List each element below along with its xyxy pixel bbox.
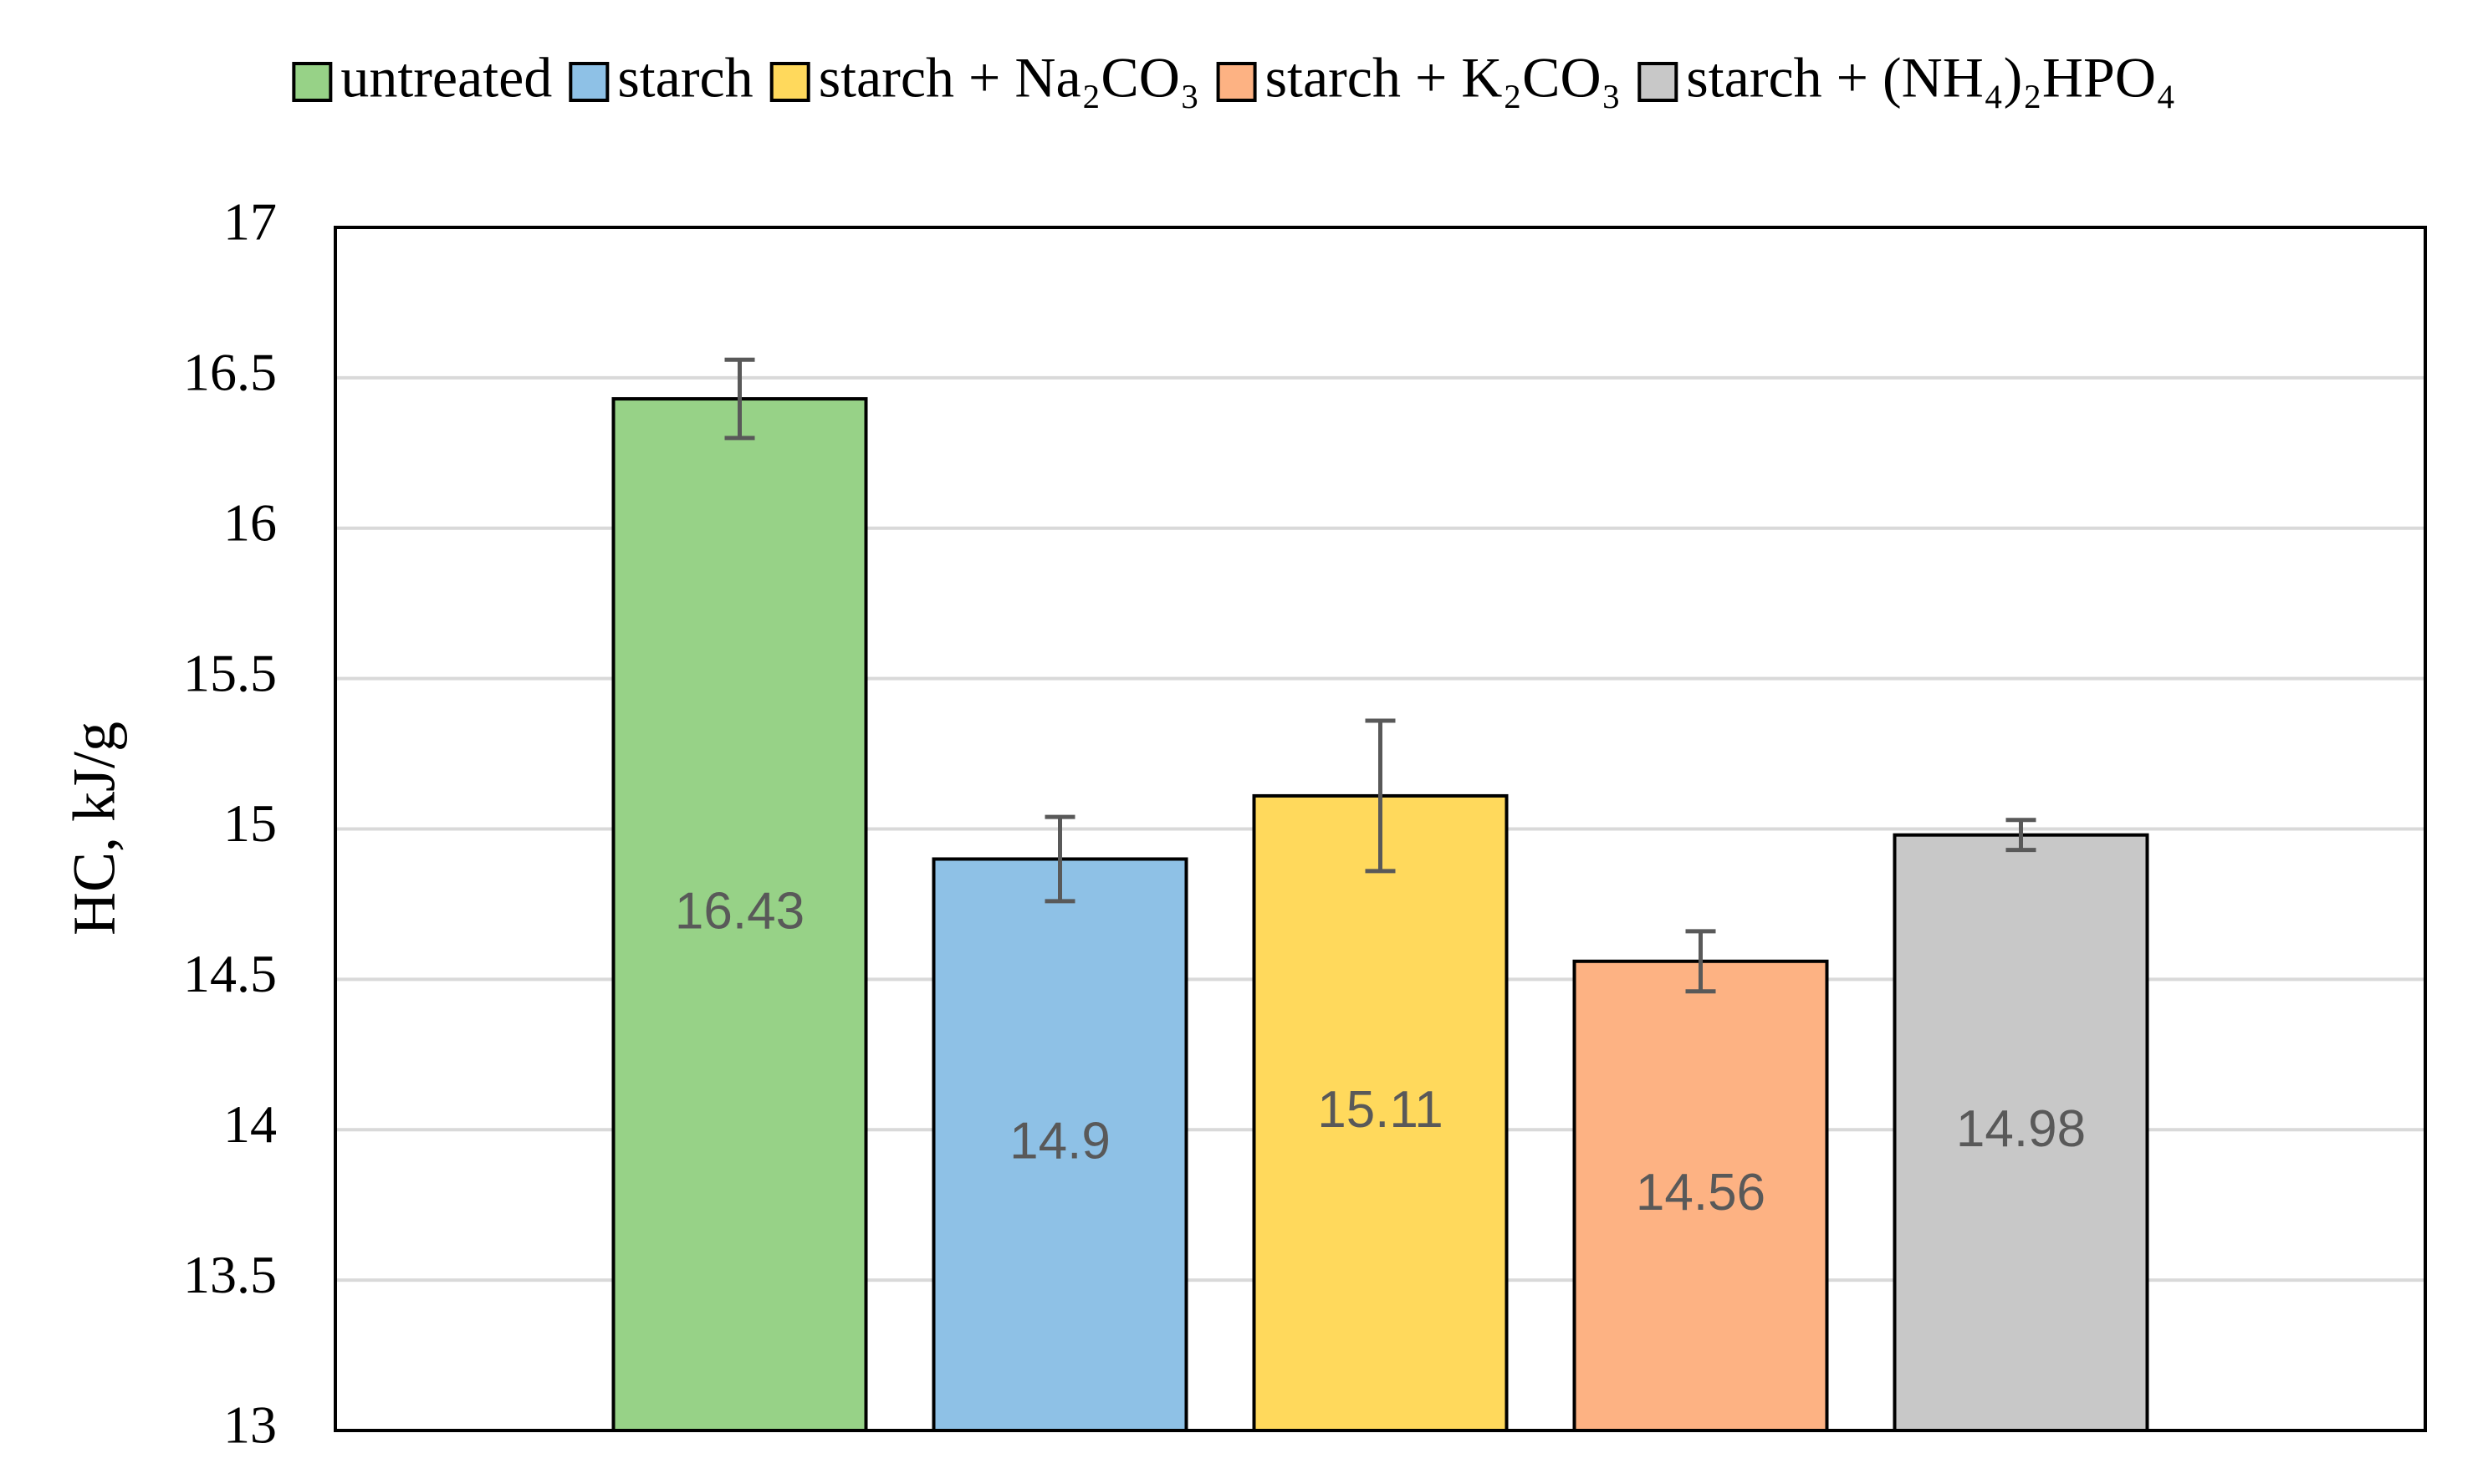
- y-tick-label: 13: [223, 1395, 277, 1455]
- plot-frame: [334, 226, 2427, 1432]
- data-label: 16.43: [675, 882, 805, 940]
- error-bar: [1365, 718, 1396, 874]
- y-tick-label: 14: [223, 1094, 277, 1154]
- legend-swatch: [292, 62, 333, 102]
- legend-swatch: [769, 62, 810, 102]
- data-label: 14.9: [1009, 1113, 1111, 1170]
- bar: [611, 397, 868, 1432]
- error-bar: [724, 357, 755, 441]
- bar: [1252, 793, 1509, 1432]
- legend-swatch: [1637, 62, 1678, 102]
- y-tick-label: 14.5: [183, 944, 277, 1003]
- y-tick-label: 13.5: [183, 1245, 277, 1304]
- legend-label: untreated: [340, 46, 552, 110]
- error-bar: [1685, 929, 1716, 994]
- y-tick-label: 15: [223, 793, 277, 853]
- legend-label: starch + K₂CO₃: [1265, 46, 1622, 110]
- legend-label: starch: [617, 46, 753, 110]
- data-label: 15.11: [1317, 1081, 1443, 1139]
- y-tick-label: 16.5: [183, 343, 277, 402]
- error-bar: [2005, 818, 2036, 853]
- data-label: 14.56: [1636, 1164, 1765, 1221]
- legend-label: starch + (NH₄)₂HPO₄: [1686, 46, 2175, 110]
- legend-swatch: [569, 62, 610, 102]
- legend-swatch: [1216, 62, 1257, 102]
- data-label: 14.98: [1956, 1100, 2086, 1158]
- legend: untreated starch starch + Na₂CO₃ starch + K…: [292, 46, 2176, 110]
- error-bar: [1045, 814, 1075, 904]
- y-tick-label: 17: [223, 192, 277, 252]
- y-axis-title: HC, kJ/g: [61, 722, 128, 936]
- legend-label: starch + Na₂CO₃: [819, 46, 1200, 110]
- bar: [1893, 833, 2149, 1432]
- y-tick-label: 16: [223, 492, 277, 552]
- y-tick-label: 15.5: [183, 643, 277, 702]
